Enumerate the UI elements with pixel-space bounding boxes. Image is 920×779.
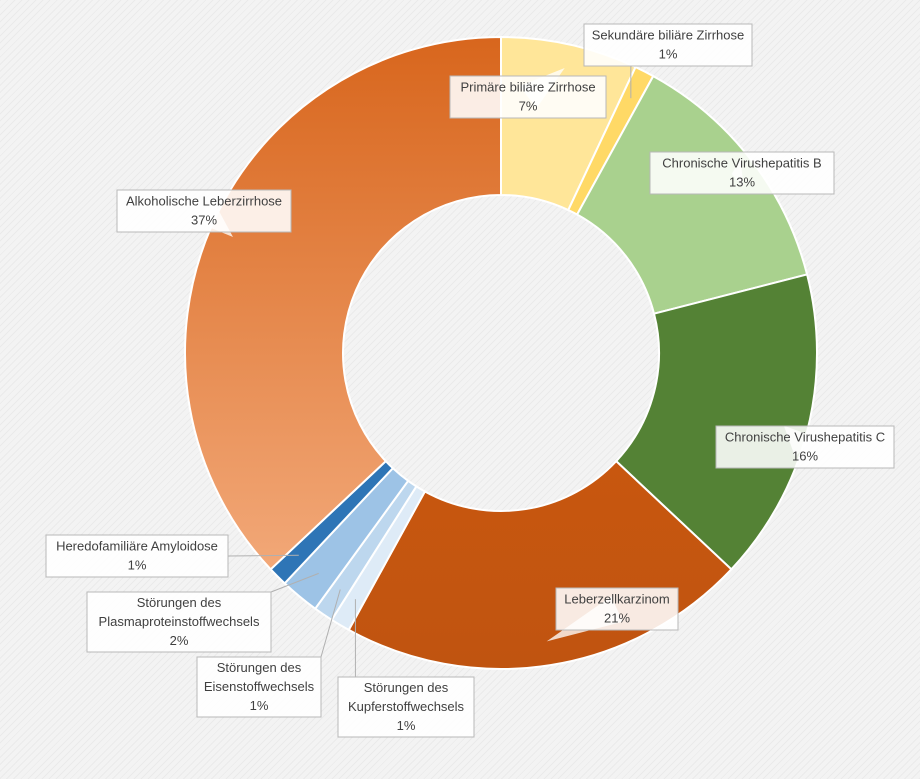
data-label-category: Eisenstoffwechsels <box>204 679 315 694</box>
data-label-box <box>715 425 895 469</box>
data-label: Störungen des Plasmaproteinstoffwechsels 2… <box>86 591 272 653</box>
data-label-category: Störungen des <box>137 595 222 610</box>
data-label-percent: 16% <box>792 449 818 464</box>
data-label: Leberzellkarzinom 21% <box>555 587 679 631</box>
data-label-percent: 2% <box>170 633 189 648</box>
data-label-percent: 13% <box>729 175 755 190</box>
data-label-percent: 1% <box>397 718 416 733</box>
data-label-box <box>649 151 835 195</box>
data-label-box <box>45 534 229 578</box>
data-label-box <box>583 23 753 67</box>
data-label-percent: 37% <box>191 213 217 228</box>
leader-line <box>270 572 319 593</box>
data-label-category: Heredofamiliäre Amyloidose <box>56 539 218 554</box>
data-label-percent: 21% <box>604 611 630 626</box>
data-label-category: Leberzellkarzinom <box>564 592 670 607</box>
data-label-box <box>196 656 322 718</box>
data-label-box <box>337 676 475 738</box>
data-label: Störungen des Kupferstoffwechsels 1% <box>337 676 475 738</box>
data-label-category: Chronische Virushepatitis C <box>725 430 885 445</box>
data-label-category: Primäre biliäre Zirrhose <box>460 80 595 95</box>
data-label-category: Chronische Virushepatitis B <box>662 156 821 171</box>
data-label-percent: 1% <box>128 558 147 573</box>
data-label-percent: 1% <box>659 47 678 62</box>
data-label-category: Störungen des <box>217 660 302 675</box>
data-label-category: Alkoholische Leberzirrhose <box>126 194 282 209</box>
slice-chronische-virushepatitis-c <box>614 273 818 571</box>
data-label-box <box>555 587 679 631</box>
data-label-percent: 7% <box>519 99 538 114</box>
donut-slices <box>184 35 818 670</box>
data-label: Sekundäre biliäre Zirrhose 1% <box>583 23 753 67</box>
data-label: Primäre biliäre Zirrhose 7% <box>449 75 607 119</box>
data-label-box <box>116 189 292 233</box>
data-label-category: Plasmaproteinstoffwechsels <box>99 614 260 629</box>
data-label: Störungen des Eisenstoffwechsels 1% <box>196 656 322 718</box>
data-label-category: Sekundäre biliäre Zirrhose <box>592 28 744 43</box>
data-label-category: Störungen des <box>364 680 449 695</box>
leader-line <box>320 589 341 658</box>
leader-line <box>227 554 299 557</box>
slice-chronische-virushepatitis-b <box>575 74 809 315</box>
slice-alkoholische-leberzirrhose <box>184 35 502 571</box>
data-label-box <box>86 591 272 653</box>
data-label-category: Kupferstoffwechsels <box>348 699 465 714</box>
data-label: Heredofamiliäre Amyloidose 1% <box>45 534 229 578</box>
data-label-percent: 1% <box>250 698 269 713</box>
data-labels: Primäre biliäre Zirrhose 7% Sekundäre bili… <box>45 23 895 738</box>
data-label-box <box>449 75 607 119</box>
data-label: Alkoholische Leberzirrhose 37% <box>116 189 292 233</box>
data-label: Chronische Virushepatitis C 16% <box>715 425 895 469</box>
data-label: Chronische Virushepatitis B 13% <box>649 151 835 195</box>
